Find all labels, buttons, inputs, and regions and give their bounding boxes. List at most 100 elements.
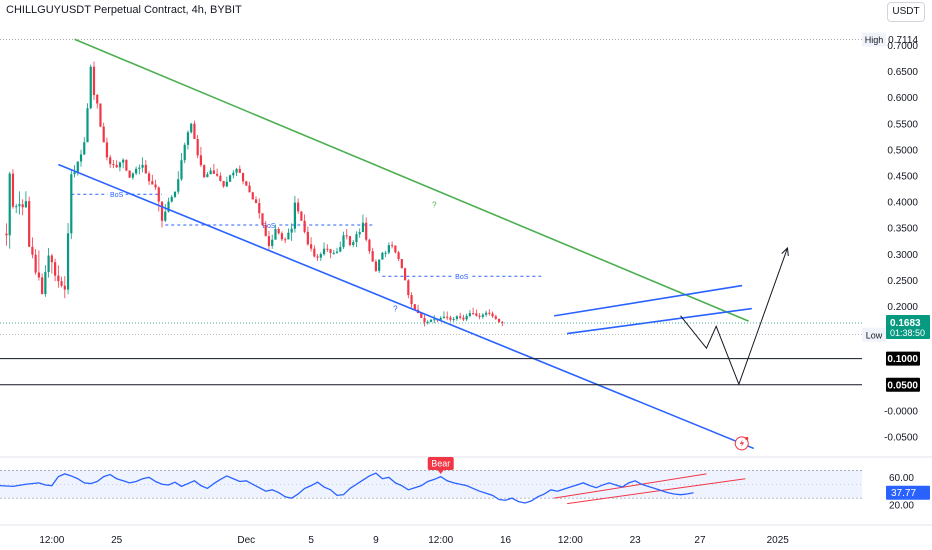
candle-body xyxy=(228,175,232,182)
candle-body xyxy=(339,247,342,252)
candle-body xyxy=(50,255,53,263)
candle-body xyxy=(410,295,413,305)
candle-body xyxy=(472,313,475,315)
time-axis[interactable]: 12:00 25 Dec 5 9 12:00 16 12:00 23 27 2025 xyxy=(0,524,932,546)
rsi-line xyxy=(0,472,694,504)
candle-body xyxy=(164,211,167,221)
candle-body xyxy=(160,201,164,221)
candle-body xyxy=(180,160,183,180)
candle-body xyxy=(433,319,436,321)
candle-body xyxy=(449,317,452,320)
candle-body xyxy=(274,229,277,240)
candle-body xyxy=(199,155,203,166)
candle-body xyxy=(267,236,271,246)
trendline xyxy=(74,38,749,322)
y-tick-label: 0.6000 xyxy=(887,93,918,104)
candle-body xyxy=(391,245,394,247)
rsi-band xyxy=(0,470,862,499)
candle-body xyxy=(397,252,400,260)
candle-body xyxy=(494,316,497,319)
candle-body xyxy=(73,172,76,175)
level-value: 0.1000 xyxy=(887,354,918,365)
candle-body xyxy=(31,246,34,255)
candle-body xyxy=(384,252,387,254)
candle-body xyxy=(271,239,274,246)
candle-body xyxy=(115,164,118,168)
candle-body xyxy=(147,173,151,182)
price-levels xyxy=(0,322,862,386)
y-tick-label: 0.3500 xyxy=(887,224,918,235)
x-tick-label: 12:00 xyxy=(39,535,64,546)
y-tick-label: 0.2000 xyxy=(887,302,918,313)
candle-body xyxy=(79,154,83,162)
candle-body xyxy=(112,164,115,166)
price-axis[interactable]: 0.7000 0.6500 0.6000 0.5500 0.5000 0.4500 0.40… xyxy=(862,32,930,444)
candle-body xyxy=(167,201,170,212)
candle-body xyxy=(403,268,407,281)
candle-body xyxy=(342,235,345,248)
candle-body xyxy=(484,312,488,315)
candle-body xyxy=(118,162,122,168)
rsi-channel-line xyxy=(554,473,707,499)
candle-body xyxy=(387,245,390,253)
rsi-pane[interactable]: Bear 60.00 20.00 37.77 xyxy=(0,456,932,512)
y-tick-label: 0.5500 xyxy=(887,119,918,130)
candle-body xyxy=(141,164,144,168)
candle-body xyxy=(102,126,105,143)
candle-body xyxy=(70,174,73,234)
trendline-label: ? xyxy=(393,305,398,314)
candle-body xyxy=(15,206,18,208)
candle-body xyxy=(455,316,459,319)
bos-label: BoS xyxy=(262,223,276,230)
candle-body xyxy=(439,317,442,320)
candle-body xyxy=(235,168,238,173)
candle-body xyxy=(452,318,455,320)
candle-body xyxy=(284,239,287,241)
candle-body xyxy=(138,167,141,169)
candle-body xyxy=(144,164,147,174)
low-label: Low xyxy=(866,330,883,340)
candle-body xyxy=(83,142,86,155)
level-tag xyxy=(886,377,920,392)
candle-body xyxy=(18,204,21,207)
candle-body xyxy=(66,233,70,290)
current-price-value: 0.1683 xyxy=(890,318,921,329)
y-tick-label: -0.0000 xyxy=(884,406,918,417)
candle-body xyxy=(374,261,378,271)
high-label: High xyxy=(865,35,884,45)
level-value: 0.0500 xyxy=(887,380,918,391)
candle-body xyxy=(303,220,306,232)
bear-label: Bear xyxy=(431,458,450,468)
candle-body xyxy=(99,103,102,127)
bos-lines: BoS BoS BoS xyxy=(71,189,542,282)
candle-body xyxy=(8,173,11,236)
trendline-label: ? xyxy=(432,200,437,209)
candle-body xyxy=(426,321,429,323)
candle-body xyxy=(355,234,358,243)
rsi-channel-line xyxy=(567,478,746,505)
candle-body xyxy=(86,108,89,143)
projection-path xyxy=(680,246,789,386)
candle-body xyxy=(501,322,504,324)
candle-body xyxy=(96,94,99,104)
candle-body xyxy=(245,181,248,186)
candle-body xyxy=(297,202,300,212)
candle-body xyxy=(128,170,131,178)
candle-body xyxy=(459,316,462,318)
currency-button[interactable]: USDT xyxy=(887,2,925,22)
candle-body xyxy=(186,132,190,145)
candle-body xyxy=(238,168,241,173)
candle-body xyxy=(76,161,79,173)
projection-arrowhead xyxy=(781,246,789,257)
x-tick-label: 12:00 xyxy=(428,535,453,546)
candle-body xyxy=(407,280,410,296)
candle-body xyxy=(465,315,468,320)
candle-body xyxy=(63,285,66,290)
candle-body xyxy=(154,184,157,188)
y-tick-label: -0.0500 xyxy=(884,432,918,443)
candle-body xyxy=(47,255,50,273)
candle-body xyxy=(122,159,125,163)
candle-body xyxy=(203,165,206,178)
candle-body xyxy=(413,304,416,310)
